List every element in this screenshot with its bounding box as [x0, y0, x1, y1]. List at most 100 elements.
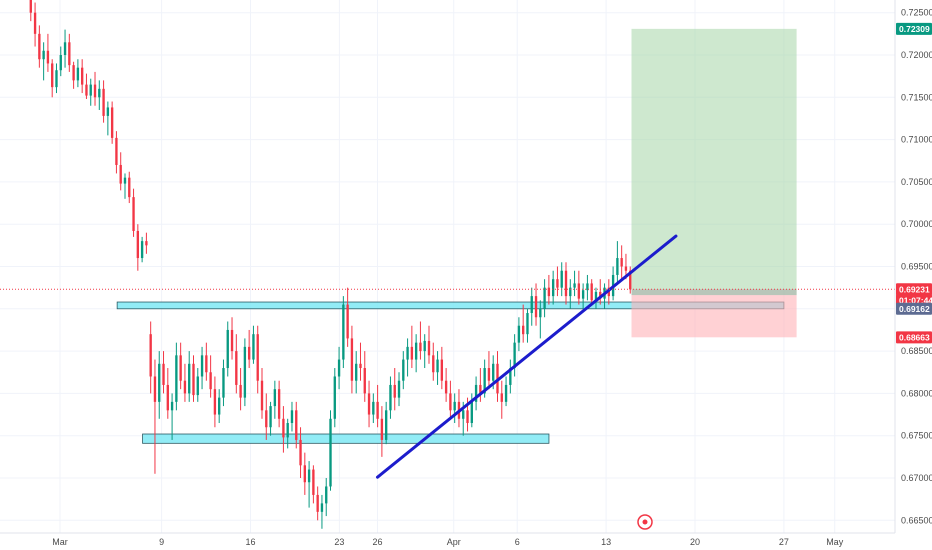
candle-body [346, 304, 349, 339]
candle-body [218, 397, 221, 415]
price-tag [896, 302, 932, 315]
price-tag-label: 0.69162 [899, 304, 930, 314]
candle-body [414, 342, 418, 360]
y-tick-label: 0.67500 [901, 431, 932, 441]
x-tick-label: 9 [159, 537, 164, 547]
candle-body [594, 291, 598, 301]
candle-body [72, 65, 75, 81]
y-tick-label: 0.68500 [901, 346, 932, 356]
candle-body [252, 334, 255, 360]
candle-body [333, 376, 336, 419]
candle-body [551, 279, 555, 297]
candle-body [51, 63, 54, 88]
candle-body [419, 342, 422, 352]
candle-body [384, 410, 388, 440]
x-tick-label: 6 [515, 537, 520, 547]
candle-body [350, 338, 354, 381]
candle-body [183, 380, 187, 394]
candle-body [492, 363, 495, 381]
candle-body [590, 283, 593, 301]
x-tick-label: May [826, 537, 844, 547]
candle-body [577, 283, 581, 299]
candle-body [179, 355, 182, 381]
candle-body [432, 355, 435, 373]
stop-zone[interactable] [631, 295, 797, 338]
candle-body [132, 197, 135, 231]
candle-body [629, 270, 632, 290]
candle-body [534, 296, 538, 318]
candle-body [119, 164, 122, 184]
candle-body [616, 258, 619, 275]
candle-body [55, 70, 58, 88]
candle-body [286, 423, 289, 438]
candle-body [487, 368, 491, 381]
candle-body [303, 465, 306, 483]
candle-body [175, 355, 178, 402]
y-tick-label: 0.72000 [901, 50, 932, 60]
support-zone[interactable] [142, 433, 550, 444]
candle-body [325, 486, 328, 504]
price-tag-label: 0.69231 [899, 284, 930, 294]
candle-body [136, 230, 140, 259]
candle-body [466, 410, 469, 424]
candle-body [265, 410, 268, 428]
profit-zone[interactable] [631, 28, 797, 296]
candle-body [102, 88, 105, 116]
candle-body [376, 401, 379, 419]
candle-body [367, 393, 371, 415]
candle-body [470, 401, 473, 424]
trendline[interactable] [376, 234, 678, 479]
candle-body [393, 384, 396, 398]
candle-body [581, 290, 585, 299]
y-tick-label: 0.72500 [901, 8, 932, 18]
candle-body [363, 368, 366, 394]
candle-body [128, 177, 131, 198]
candle-body [239, 384, 242, 398]
x-tick-label: 23 [334, 537, 344, 547]
candle-body [406, 346, 409, 360]
candle-body [209, 372, 212, 390]
candle-body [444, 380, 448, 394]
candle-body [68, 42, 71, 66]
candle-body [560, 270, 563, 288]
y-tick-label: 0.70000 [901, 219, 932, 229]
candles-layer [29, 0, 632, 529]
candle-body [282, 418, 285, 438]
y-tick-label: 0.67000 [901, 473, 932, 483]
candle-body [273, 389, 277, 407]
candle-body [145, 241, 148, 246]
candle-body [222, 368, 225, 398]
candle-body [188, 363, 191, 394]
candle-body [312, 469, 315, 495]
candle-body [453, 401, 456, 411]
candle-body [205, 355, 208, 373]
candle-body [115, 137, 118, 165]
candle-body [42, 50, 45, 60]
candle-body [479, 384, 482, 394]
candle-body [295, 410, 298, 440]
candle-body [80, 67, 84, 85]
candle-body [110, 107, 114, 138]
candle-body [290, 410, 294, 424]
candle-body [573, 283, 576, 288]
candle-body [316, 494, 319, 512]
candle-body [530, 296, 533, 314]
candle-body [342, 304, 345, 360]
candle-body [106, 107, 110, 116]
candle-body [166, 384, 169, 411]
candle-body [247, 346, 251, 360]
candle-body [76, 67, 80, 81]
x-tick-label: Mar [52, 537, 68, 547]
candle-body [46, 50, 50, 64]
long-position-tool[interactable] [631, 28, 797, 338]
candle-body [543, 287, 546, 309]
candle-body [63, 42, 67, 55]
candle-body [427, 340, 431, 356]
candle-body [436, 359, 439, 373]
candle-body [504, 384, 508, 402]
drawings-layer [0, 234, 895, 530]
candle-body [243, 346, 247, 398]
candle-body [599, 291, 602, 299]
x-tick-label: 16 [245, 537, 255, 547]
